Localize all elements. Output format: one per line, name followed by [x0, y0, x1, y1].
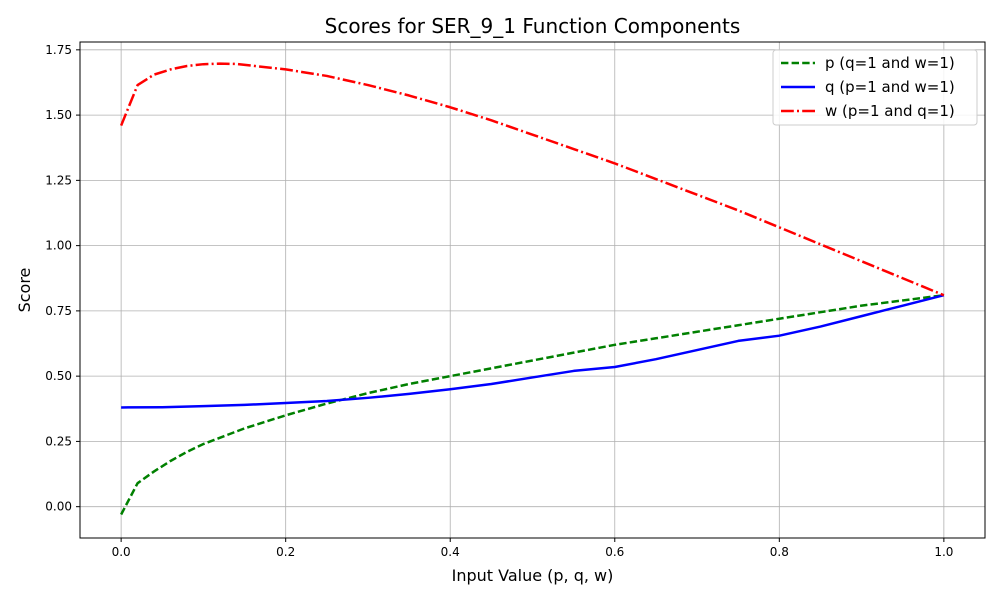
series-line-2	[121, 294, 945, 409]
legend-label: w (p=1 and q=1)	[825, 102, 955, 120]
chart-title: Scores for SER_9_1 Function Components	[325, 14, 741, 38]
y-tick-label: 1.25	[45, 173, 72, 187]
x-tick-label: 0.0	[112, 545, 131, 559]
series-line-3	[119, 62, 945, 297]
legend-box	[772, 49, 978, 126]
y-tick-label: 0.00	[45, 500, 72, 514]
x-tick-label: 0.8	[770, 545, 789, 559]
y-tick-label: 0.50	[45, 369, 72, 383]
y-tick-label: 1.75	[45, 43, 72, 57]
legend: p (q=1 and w=1) q (p=1 and w=1) w (p=1 and…	[772, 49, 978, 126]
series-layer	[119, 62, 945, 516]
x-tick-label: 1.0	[934, 545, 953, 559]
series-line-1	[120, 293, 945, 516]
y-tick-label: 1.50	[45, 108, 72, 122]
y-tick-label: 1.00	[45, 239, 72, 253]
x-tick-label: 0.6	[605, 545, 624, 559]
y-axis-title: Score	[15, 268, 34, 313]
x-axis-title: Input Value (p, q, w)	[452, 566, 614, 585]
y-tick-label: 0.25	[45, 434, 72, 448]
y-tick-label: 0.75	[45, 304, 72, 318]
legend-label: q (p=1 and w=1)	[825, 78, 955, 96]
x-tick-label: 0.4	[441, 545, 460, 559]
plot-frame	[79, 41, 986, 539]
tick-layer: 0.0 0.2 0.4 0.6 0.8 1.0 0.00 0.25 0.50 0.75 1.00 1.…	[45, 43, 953, 559]
x-tick-label: 0.2	[276, 545, 295, 559]
legend-label: p (q=1 and w=1)	[825, 54, 955, 72]
